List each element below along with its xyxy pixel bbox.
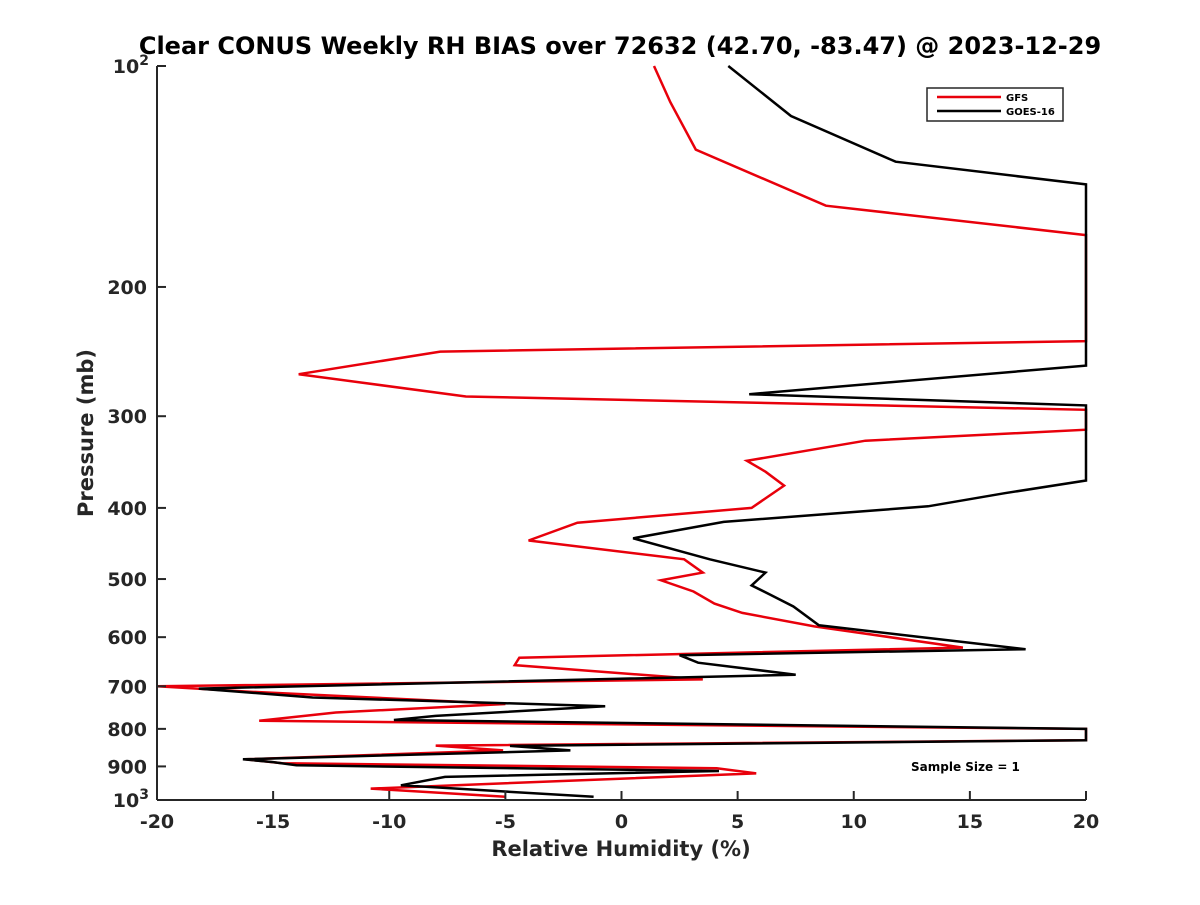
x-tick-label: -10 [372, 811, 406, 833]
legend-gfs-label: GFS [1006, 93, 1028, 104]
x-tick-label: -15 [256, 811, 290, 833]
y-tick-label: 500 [107, 569, 147, 591]
chart-title: Clear CONUS Weekly RH BIAS over 72632 (4… [139, 32, 1101, 60]
x-tick-label: 0 [615, 811, 628, 833]
sample-size-annotation: Sample Size = 1 [911, 760, 1020, 774]
x-tick-label: 10 [841, 811, 867, 833]
legend-goes16-label: GOES-16 [1006, 107, 1055, 118]
y-axis-label: Pressure (mb) [74, 349, 98, 517]
y-tick-label: 102 [113, 53, 149, 78]
y-tick-label: 200 [107, 277, 147, 299]
plot-area [156, 65, 1088, 799]
y-tick-label: 900 [107, 756, 147, 778]
y-tick-label: 300 [107, 406, 147, 428]
legend: GFS GOES-16 [926, 87, 1064, 122]
x-tick-label: -5 [495, 811, 516, 833]
legend-box [926, 87, 1064, 122]
x-tick-label: -20 [140, 811, 174, 833]
y-tick-label: 400 [107, 498, 147, 520]
x-tick-label: 5 [731, 811, 744, 833]
y-tick-label: 700 [107, 676, 147, 698]
y-tick-label: 800 [107, 719, 147, 741]
axes: -20 -15 -10 -5 0 5 10 15 20 102 200 300 400 500 600 700… [107, 53, 1099, 833]
y-tick-label: 600 [107, 627, 147, 649]
series-line-goes-16 [198, 65, 1088, 799]
x-tick-label: 15 [957, 811, 983, 833]
x-axis-label: Relative Humidity (%) [491, 837, 750, 861]
y-tick-label: 103 [113, 787, 149, 812]
x-tick-label: 20 [1073, 811, 1099, 833]
